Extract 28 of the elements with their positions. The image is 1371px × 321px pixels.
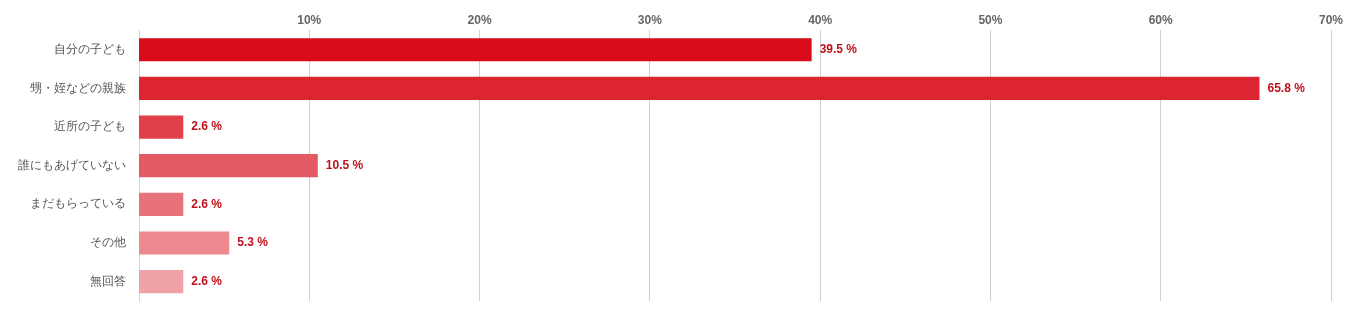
y-tick-label: その他: [90, 235, 126, 250]
y-tick-label: 誰にもあげていない: [18, 157, 126, 172]
y-tick-label: 自分の子ども: [54, 41, 126, 56]
bar: [139, 192, 184, 216]
bar: [139, 38, 812, 62]
x-tick-label: 50%: [978, 12, 1003, 27]
bar: [139, 76, 1260, 100]
bar: [139, 270, 184, 294]
y-tick-label: 甥・姪などの親族: [30, 80, 126, 95]
data-label: 39.5 %: [819, 42, 858, 57]
y-tick-label: 無回答: [90, 273, 126, 288]
data-label: 2.6 %: [191, 273, 223, 288]
data-label: 2.6 %: [191, 196, 223, 211]
x-tick-label: 20%: [467, 12, 492, 27]
data-label: 2.6 %: [191, 119, 223, 134]
x-tick-label: 30%: [637, 12, 663, 27]
data-label: 10.5 %: [325, 158, 364, 173]
x-tick-label: 40%: [808, 12, 833, 27]
data-label: 65.8 %: [1267, 80, 1306, 95]
bar: [139, 231, 230, 255]
data-label: 5.3 %: [237, 235, 269, 250]
x-tick-label: 60%: [1148, 12, 1174, 27]
bar: [139, 154, 318, 178]
y-tick-label: まだもらっている: [30, 196, 126, 211]
x-tick-label: 10%: [297, 12, 322, 27]
y-tick-label: 近所の子ども: [54, 119, 126, 134]
bar: [139, 115, 184, 139]
x-tick-label: 70%: [1318, 12, 1344, 27]
